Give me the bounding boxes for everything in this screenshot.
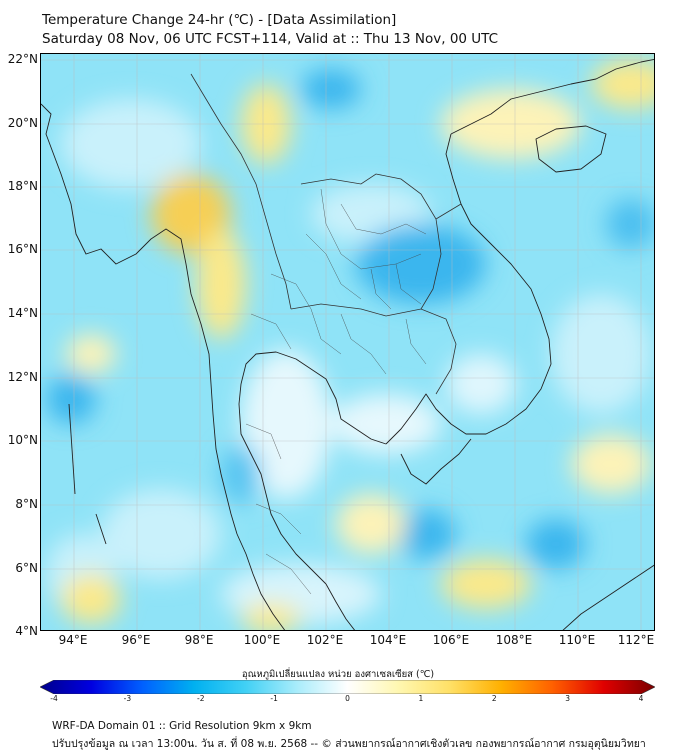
lon-label: 98°E [184, 633, 214, 647]
coastlines [41, 58, 654, 630]
lon-label: 106°E [432, 633, 470, 647]
colorbar-title: อุณหภูมิเปลี่ยนแปลง หน่วย องศาเซลเซียส (… [241, 669, 435, 680]
lat-label: 4°N [15, 624, 38, 638]
colorbar-tick-label: -1 [270, 694, 278, 703]
colorbar-tick-label: -3 [123, 694, 132, 703]
lat-label: 10°N [7, 433, 38, 447]
temperature-map [41, 54, 654, 630]
colorbar-gradient [39, 679, 656, 695]
province-borders [245, 188, 427, 595]
colorbar-tick-label: -2 [197, 694, 205, 703]
lon-label: 112°E [617, 633, 655, 647]
colorbar [39, 679, 656, 695]
lat-label: 22°N [7, 52, 38, 66]
lon-label: 100°E [243, 633, 281, 647]
title-line-2: Saturday 08 Nov, 06 UTC FCST+114, Valid … [42, 31, 499, 47]
colorbar-tick-label: 4 [638, 694, 644, 703]
map-panel [40, 53, 655, 631]
country-borders [190, 73, 462, 395]
colorbar-tick-label: 0 [345, 694, 350, 703]
lon-label: 108°E [495, 633, 533, 647]
lat-label: 8°N [15, 497, 38, 511]
chart-title: Temperature Change 24-hr (℃) - [Data Ass… [42, 11, 498, 49]
colorbar-tick-label: 3 [565, 694, 571, 703]
lon-label: 104°E [369, 633, 407, 647]
lat-label: 12°N [7, 370, 38, 384]
temperature-field [46, 59, 654, 630]
colorbar-svg [39, 679, 656, 695]
graticule [41, 54, 654, 630]
title-line-1: Temperature Change 24-hr (℃) - [Data Ass… [42, 12, 397, 28]
footer-line-1: WRF-DA Domain 01 :: Grid Resolution 9km … [52, 720, 312, 732]
lon-label: 96°E [121, 633, 151, 647]
lon-label: 94°E [58, 633, 88, 647]
colorbar-tick-label: 2 [491, 694, 497, 703]
colorbar-tick-label: -4 [50, 694, 58, 703]
lat-label: 14°N [7, 306, 38, 320]
lat-label: 20°N [7, 116, 38, 130]
lat-label: 18°N [7, 179, 38, 193]
colorbar-tick-label: 1 [418, 694, 424, 703]
footer-line-2: ปรับปรุงข้อมูล ณ เวลา 13:00น. วัน ส. ที่… [52, 738, 646, 750]
lon-label: 110°E [558, 633, 596, 647]
lat-label: 16°N [7, 242, 38, 256]
lon-label: 102°E [306, 633, 344, 647]
lat-label: 6°N [15, 561, 38, 575]
